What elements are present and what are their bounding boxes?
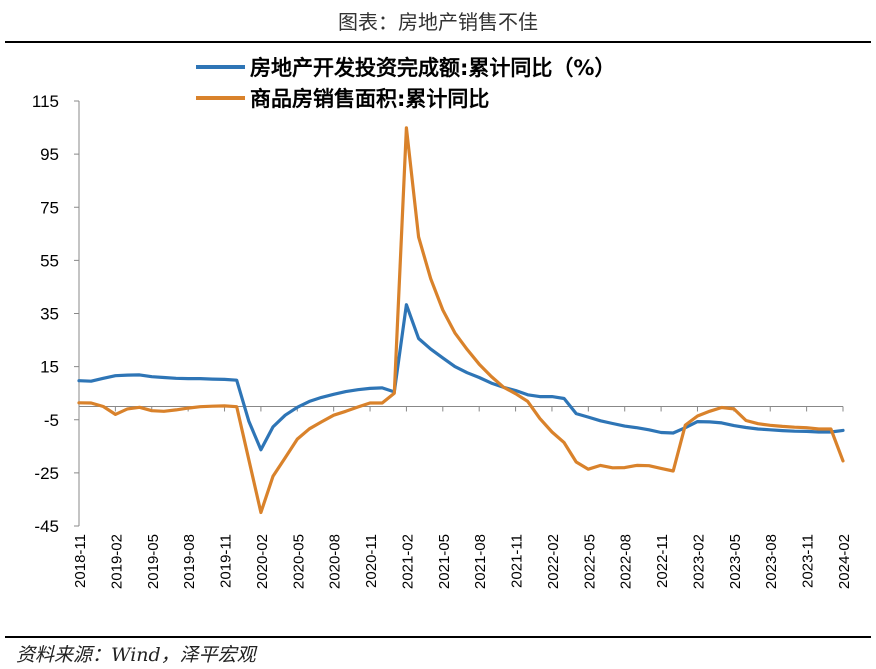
x-tick-label: 2024-02 xyxy=(836,534,853,589)
x-tick-label: 2019-08 xyxy=(181,534,198,589)
x-tick-label: 2021-08 xyxy=(472,534,489,589)
series-layer xyxy=(77,126,845,515)
x-tick-label: 2022-11 xyxy=(654,534,671,588)
y-tick-label: -45 xyxy=(34,517,59,536)
chart-title: 图表：房地产销售不佳 xyxy=(338,10,538,34)
legend: 房地产开发投资完成额:累计同比（%） 商品房销售面积:累计同比 xyxy=(196,56,615,111)
x-tick-label: 2019-05 xyxy=(145,534,162,589)
top-rule xyxy=(5,41,871,43)
legend-label-investment: 房地产开发投资完成额:累计同比（%） xyxy=(250,56,615,80)
y-tick-label: 75 xyxy=(40,198,59,217)
x-tick-label: 2018-11 xyxy=(72,534,89,588)
series-line-sales-area xyxy=(77,126,845,515)
x-tick-label: 2021-05 xyxy=(436,534,453,589)
x-tick-label: 2020-02 xyxy=(254,534,271,589)
y-tick-label: 115 xyxy=(32,92,59,111)
y-tick-label: 35 xyxy=(40,305,59,324)
x-tick-label: 2020-08 xyxy=(327,534,344,589)
x-tick-label: 2019-11 xyxy=(218,534,235,588)
x-tick-label: 2022-02 xyxy=(545,534,562,589)
x-tick-label: 2020-05 xyxy=(290,534,307,589)
y-tick-label: 15 xyxy=(40,358,59,377)
series-line-investment xyxy=(77,303,845,452)
y-tick-label: 95 xyxy=(40,145,59,164)
y-tick-label: 55 xyxy=(40,251,59,270)
y-tick-label: -25 xyxy=(34,464,59,483)
source-note: 资料来源：Wind，泽平宏观 xyxy=(16,644,256,666)
axes: 115 95 75 55 35 15 -5 -25 -45 2018-11 2019-02 2019-… xyxy=(32,92,853,589)
x-tick-label: 2023-02 xyxy=(690,534,707,589)
x-tick-label: 2023-05 xyxy=(727,534,744,589)
legend-label-sales-area: 商品房销售面积:累计同比 xyxy=(250,87,489,111)
bottom-rule xyxy=(5,636,871,638)
x-tick-label: 2021-02 xyxy=(399,534,416,589)
x-tick-label: 2019-02 xyxy=(108,534,125,589)
x-tick-label: 2020-11 xyxy=(363,534,380,588)
x-tick-label: 2023-08 xyxy=(763,534,780,589)
y-tick-label: -5 xyxy=(44,411,59,430)
x-tick-label: 2021-11 xyxy=(509,534,526,588)
x-tick-label: 2023-11 xyxy=(800,534,817,588)
x-tick-label: 2022-05 xyxy=(581,534,598,589)
x-tick-label: 2022-08 xyxy=(618,534,635,589)
